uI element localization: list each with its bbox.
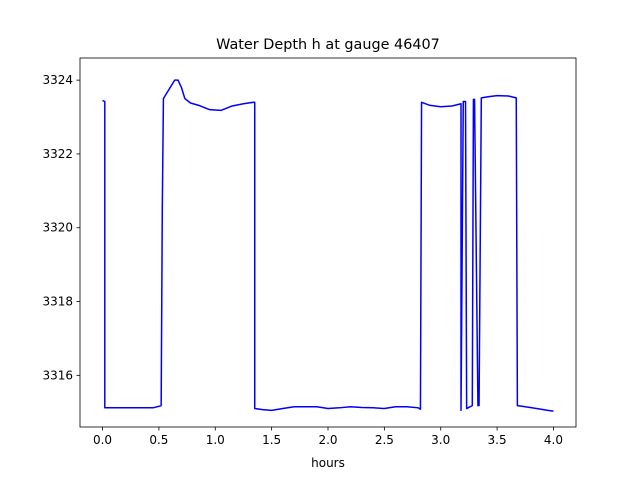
x-tick-label: 3.5	[488, 433, 507, 447]
x-tick-label: 2.0	[318, 433, 337, 447]
x-tick-label: 0.5	[149, 433, 168, 447]
y-tick-label: 3320	[42, 221, 73, 235]
x-tick-label: 0.0	[93, 433, 112, 447]
x-tick-label: 4.0	[544, 433, 563, 447]
x-axis-label: hours	[311, 456, 345, 470]
y-tick-label: 3318	[42, 295, 73, 309]
plot-area	[102, 79, 554, 412]
series-line-0	[102, 79, 554, 412]
y-tick-label: 3322	[42, 147, 73, 161]
y-axis: 3316 3318 3320 3322 3324	[42, 73, 80, 382]
x-tick-label: 3.0	[431, 433, 450, 447]
x-axis: 0.0 0.5 1.0 1.5 2.0 2.5 3.0 3.5 4.0	[93, 427, 563, 447]
axes-frame	[79, 57, 577, 428]
y-tick-label: 3316	[42, 368, 73, 382]
y-tick-label: 3324	[42, 73, 73, 87]
x-tick-label: 1.0	[206, 433, 225, 447]
chart-title: Water Depth h at gauge 46407	[216, 37, 440, 53]
x-tick-label: 1.5	[262, 433, 281, 447]
x-tick-label: 2.5	[375, 433, 394, 447]
